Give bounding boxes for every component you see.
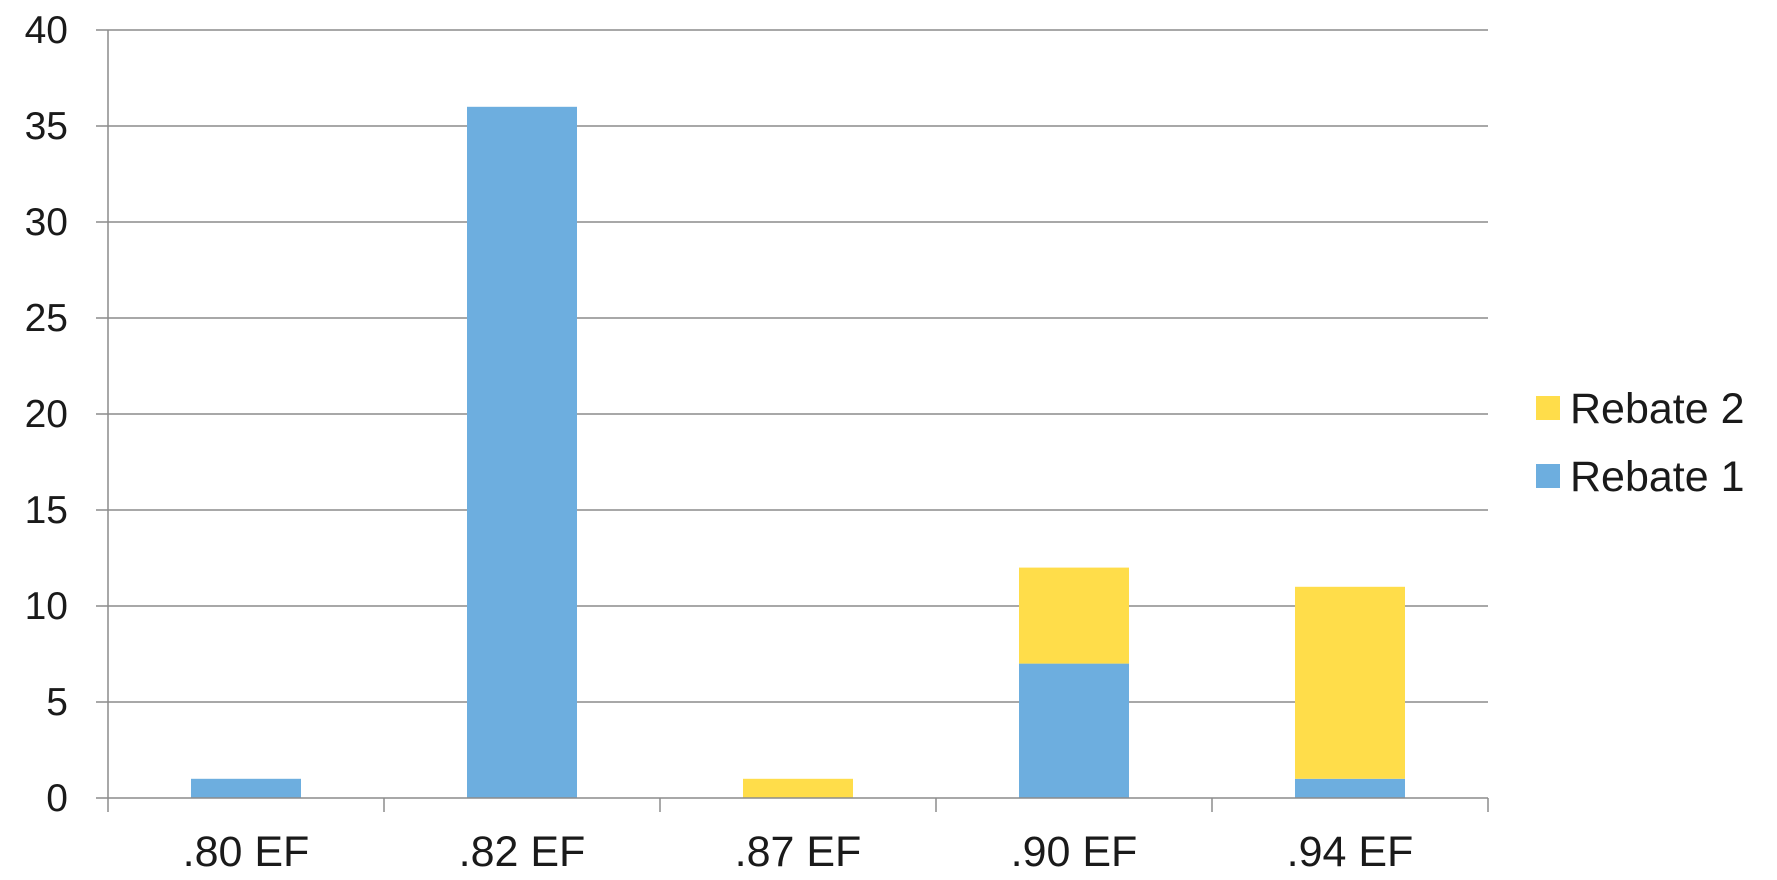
y-tick-label: 0: [46, 777, 68, 820]
x-tick-label: .90 EF: [1011, 828, 1138, 875]
y-tick-label: 5: [46, 681, 68, 724]
axes: 0 5 10 15 20 25 30 35 40 .80 EF .82 EF .87 EF .90 EF…: [25, 9, 1489, 876]
bar-rebate-1-4: [1295, 778, 1405, 798]
y-tick-label: 40: [25, 9, 68, 52]
bar-rebate-2-3: [1019, 567, 1129, 664]
bar-rebate-2-4: [1295, 586, 1405, 779]
bar-rebate-2-2: [743, 778, 853, 798]
bar-rebate-1-3: [1019, 663, 1129, 798]
x-tick-label: .80 EF: [183, 828, 310, 875]
x-tick-label: .87 EF: [735, 828, 862, 875]
x-tick-label: .94 EF: [1287, 828, 1414, 875]
gridlines: [96, 29, 1488, 703]
y-tick-label: 30: [25, 201, 68, 244]
y-tick-label: 35: [25, 105, 68, 148]
legend: Rebate 2 Rebate 1: [1536, 385, 1745, 501]
bar-rebate-1-0: [191, 778, 301, 798]
legend-label: Rebate 2: [1570, 385, 1745, 433]
y-tick-label: 20: [25, 393, 68, 436]
legend-swatch: [1536, 396, 1560, 420]
legend-label: Rebate 1: [1570, 453, 1745, 501]
y-tick-label: 25: [25, 297, 68, 340]
y-tick-label: 10: [25, 585, 68, 628]
y-tick-label: 15: [25, 489, 68, 532]
x-tick-label: .82 EF: [459, 828, 586, 875]
legend-swatch: [1536, 464, 1560, 488]
bar-rebate-1-1: [467, 106, 577, 799]
bars: [191, 106, 1405, 799]
